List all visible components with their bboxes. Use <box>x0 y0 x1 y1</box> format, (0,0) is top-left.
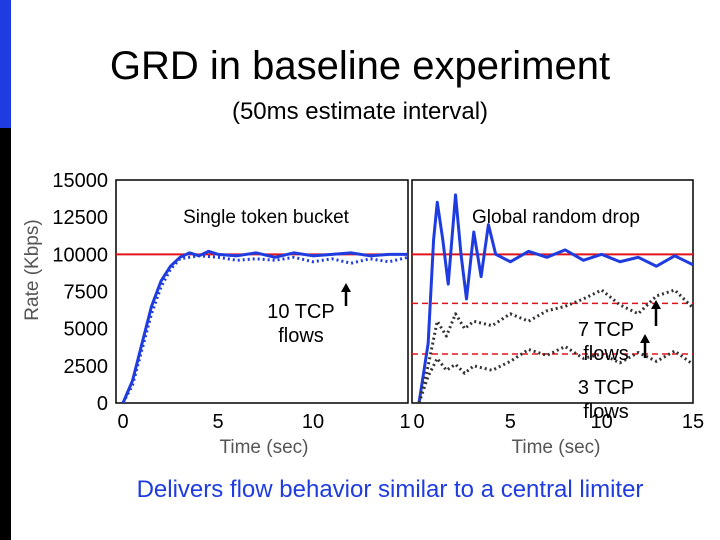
arrow-10-tcp-head <box>341 283 351 292</box>
x-tick-label-1-3: 15 <box>682 411 704 433</box>
series-line-1-0 <box>417 193 693 403</box>
slide-title: GRD in baseline experiment <box>109 44 611 88</box>
annotation-10-tcp-line2: flows <box>278 325 324 347</box>
slide-edge-bar <box>0 0 11 540</box>
chart-title-0: Single token bucket <box>183 207 350 228</box>
series-line-0-1 <box>121 254 408 403</box>
y-axis-label: Rate (Kbps) <box>22 219 43 320</box>
annotation-10-tcp-line1: 10 TCP <box>267 301 335 323</box>
annotation-3-tcp-line1: 3 TCP <box>577 377 635 399</box>
annotation-7-tcp-line1: 7 TCP <box>577 319 635 341</box>
slide-accent-bar <box>0 0 11 128</box>
y-tick-label-1: 2500 <box>64 356 109 378</box>
arrow-7-tcp-head <box>651 300 661 309</box>
series-line-1-2 <box>417 345 693 403</box>
plot-frame-0 <box>115 179 409 404</box>
x-axis-label-1: Time (sec) <box>511 437 600 458</box>
y-tick-label-4: 10000 <box>52 244 108 266</box>
slide-footer: Delivers flow behavior similar to a cent… <box>136 476 644 503</box>
x-tick-label-0-3: 1 <box>399 411 410 433</box>
y-tick-label-0: 0 <box>97 393 108 415</box>
y-tick-label-3: 7500 <box>64 282 109 304</box>
annotation-10-tcp: 10 TCP flows <box>246 300 356 348</box>
x-tick-label-0-2: 10 <box>302 411 324 433</box>
y-tick-label-2: 5000 <box>64 319 109 341</box>
x-axis-label-0: Time (sec) <box>219 437 308 458</box>
x-tick-label-1-0: 0 <box>413 411 424 433</box>
x-tick-label-1-2: 10 <box>591 411 613 433</box>
x-tick-label-0-0: 0 <box>117 411 128 433</box>
annotation-3-tcp: 3 TCP flows <box>566 376 646 424</box>
series-line-0-0 <box>121 249 408 403</box>
y-tick-label-6: 15000 <box>52 170 108 192</box>
x-tick-label-0-1: 5 <box>212 411 223 433</box>
arrow-3-tcp-head <box>640 334 650 343</box>
annotation-7-tcp: 7 TCP flows <box>566 318 646 366</box>
slide-subtitle: (50ms estimate interval) <box>231 98 489 125</box>
series-line-1-1 <box>417 288 693 403</box>
chart-title-1: Global random drop <box>472 207 640 228</box>
annotation-3-tcp-line2: flows <box>583 401 629 423</box>
annotation-7-tcp-line2: flows <box>583 343 629 365</box>
x-tick-label-1-1: 5 <box>505 411 516 433</box>
y-tick-label-5: 12500 <box>52 207 108 229</box>
